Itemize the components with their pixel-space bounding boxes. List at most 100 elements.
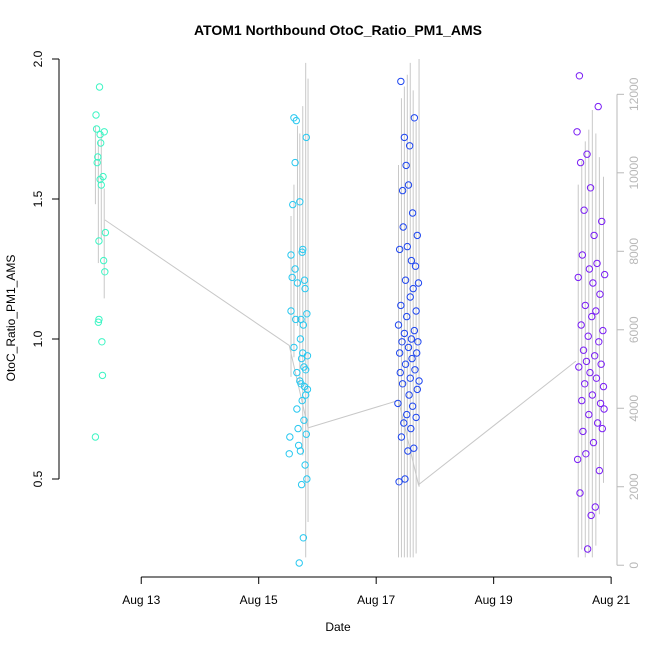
data-point bbox=[400, 329, 409, 338]
y-tick-label: 1.0 bbox=[31, 330, 45, 347]
data-point bbox=[301, 366, 310, 374]
data-point bbox=[95, 83, 104, 91]
series-0 bbox=[91, 83, 110, 441]
data-point bbox=[291, 158, 299, 167]
data-point bbox=[403, 242, 412, 251]
data-point bbox=[585, 410, 593, 419]
data-point bbox=[586, 184, 595, 192]
data-point bbox=[600, 270, 609, 279]
data-point bbox=[294, 424, 302, 433]
x-tick-label: Aug 15 bbox=[240, 593, 278, 607]
y-tick-label: 1.5 bbox=[31, 190, 45, 207]
data-point bbox=[298, 396, 306, 405]
data-point bbox=[405, 142, 414, 150]
data-point bbox=[413, 349, 421, 357]
y-tick-label: 0.5 bbox=[31, 470, 45, 487]
data-point bbox=[92, 111, 100, 119]
data-point bbox=[395, 245, 404, 254]
data-point bbox=[411, 262, 420, 270]
data-point bbox=[95, 315, 103, 324]
data-point bbox=[286, 433, 294, 441]
data-point bbox=[596, 290, 604, 298]
data-point bbox=[292, 315, 300, 324]
data-point bbox=[297, 354, 306, 363]
data-point bbox=[581, 301, 589, 310]
data-point bbox=[395, 349, 404, 357]
data-point bbox=[411, 366, 419, 374]
data-point bbox=[577, 321, 585, 329]
data-point bbox=[287, 307, 295, 315]
data-point bbox=[394, 321, 403, 329]
data-point bbox=[299, 321, 308, 329]
data-point bbox=[404, 447, 412, 455]
data-point bbox=[296, 198, 304, 206]
data-point bbox=[396, 368, 404, 377]
x-tick-label: Aug 19 bbox=[475, 593, 513, 607]
data-point bbox=[575, 363, 583, 371]
data-point bbox=[599, 326, 607, 335]
data-point bbox=[596, 399, 605, 408]
data-point bbox=[401, 360, 410, 368]
series-2 bbox=[394, 77, 423, 486]
data-point bbox=[97, 181, 105, 189]
data-point bbox=[403, 312, 411, 321]
data-point bbox=[394, 399, 402, 408]
x-tick-label: Aug 17 bbox=[357, 593, 395, 607]
y2-tick-label: 6000 bbox=[627, 316, 641, 343]
x-axis-label: Date bbox=[325, 620, 351, 634]
data-point bbox=[590, 352, 599, 360]
data-point bbox=[99, 172, 107, 181]
data-point bbox=[91, 433, 100, 441]
data-point bbox=[299, 534, 308, 542]
data-point bbox=[583, 545, 592, 553]
data-point bbox=[409, 284, 417, 293]
data-point bbox=[414, 338, 422, 346]
data-point bbox=[401, 475, 409, 483]
data-point bbox=[397, 77, 405, 86]
data-point bbox=[583, 150, 591, 158]
data-point bbox=[303, 475, 311, 483]
data-point bbox=[404, 343, 413, 352]
data-point bbox=[299, 245, 307, 254]
data-point bbox=[587, 511, 595, 520]
data-point bbox=[591, 503, 599, 511]
data-point bbox=[302, 133, 310, 142]
data-point bbox=[303, 310, 311, 318]
data-point bbox=[580, 380, 589, 388]
data-point bbox=[397, 301, 405, 310]
data-point bbox=[400, 419, 408, 427]
data-point bbox=[598, 217, 606, 226]
data-point bbox=[410, 444, 418, 452]
data-point bbox=[413, 231, 421, 240]
data-point bbox=[300, 276, 309, 284]
series-1 bbox=[285, 114, 312, 567]
data-point bbox=[407, 335, 416, 343]
data-point bbox=[285, 450, 293, 458]
y2-tick-label: 4000 bbox=[627, 395, 641, 422]
data-point bbox=[595, 338, 603, 346]
data-point bbox=[573, 455, 582, 464]
data-point bbox=[410, 114, 419, 122]
data-point bbox=[578, 251, 587, 259]
data-point bbox=[574, 273, 582, 282]
data-point bbox=[593, 259, 601, 268]
data-point bbox=[98, 371, 107, 380]
y2-tick-label: 8000 bbox=[627, 238, 641, 265]
data-point bbox=[92, 125, 101, 133]
data-point bbox=[293, 368, 301, 377]
data-point bbox=[590, 231, 598, 240]
data-point bbox=[579, 346, 588, 354]
data-point bbox=[598, 424, 607, 433]
data-point bbox=[298, 248, 306, 256]
data-point bbox=[580, 206, 588, 214]
scatter-point-layer bbox=[91, 72, 609, 567]
data-point bbox=[410, 326, 419, 335]
data-point bbox=[585, 265, 594, 273]
data-point bbox=[290, 343, 298, 352]
data-point bbox=[296, 335, 305, 343]
data-point bbox=[398, 186, 407, 195]
data-point bbox=[101, 268, 109, 276]
data-point bbox=[597, 360, 605, 368]
data-point bbox=[408, 354, 416, 363]
data-point bbox=[403, 410, 411, 419]
